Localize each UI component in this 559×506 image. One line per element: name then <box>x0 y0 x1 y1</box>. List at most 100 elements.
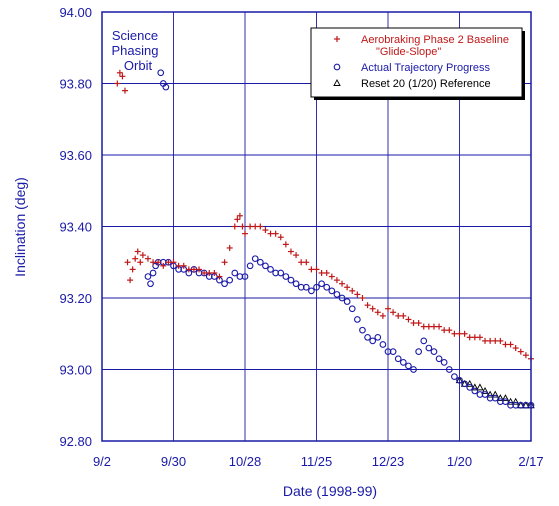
data-point-plus <box>231 223 238 230</box>
data-point-plus <box>175 262 182 269</box>
legend-marker-plus <box>334 36 340 42</box>
data-point-plus <box>441 327 448 334</box>
data-point-triangle <box>506 397 515 405</box>
legend-entry-baseline-sub: "Glide-Slope" <box>376 46 441 58</box>
data-point-circle <box>430 348 438 355</box>
data-point-plus <box>482 337 489 344</box>
data-point-plus <box>257 223 264 230</box>
data-point-circle <box>369 337 377 345</box>
data-point-plus <box>420 323 427 330</box>
data-point-plus <box>517 348 524 355</box>
data-point-plus <box>349 287 356 294</box>
data-point-triangle <box>476 383 484 391</box>
data-point-plus <box>313 266 320 273</box>
data-point-circle <box>162 83 170 91</box>
data-point-circle <box>231 269 239 277</box>
data-point-plus <box>282 241 289 248</box>
data-point-circle <box>359 326 366 334</box>
x-tick-label: 9/2 <box>93 454 111 469</box>
data-point-plus <box>512 345 519 352</box>
data-point-plus <box>287 248 294 255</box>
data-point-triangle <box>486 390 494 398</box>
series-triangle <box>455 376 535 409</box>
data-point-circle <box>149 269 157 277</box>
data-point-plus <box>456 330 463 337</box>
x-tick-label: 2/17 <box>518 454 543 469</box>
data-point-plus <box>226 244 233 251</box>
data-point-plus <box>234 216 241 223</box>
data-point-circle <box>435 355 443 363</box>
data-point-circle <box>323 283 331 291</box>
data-point-circle <box>491 394 499 402</box>
data-point-circle <box>445 366 453 373</box>
data-point-plus <box>303 259 310 266</box>
data-point-circle <box>292 280 300 288</box>
data-point-plus <box>451 330 458 337</box>
data-point-plus <box>333 277 340 284</box>
data-point-plus <box>390 309 397 316</box>
data-point-circle <box>256 258 264 266</box>
data-point-plus <box>339 280 346 287</box>
data-point-circle <box>282 273 290 280</box>
y-tick-label: 92.80 <box>59 434 92 449</box>
data-point-plus <box>446 327 453 334</box>
data-point-plus <box>114 80 121 87</box>
data-point-circle <box>425 344 433 352</box>
data-point-plus <box>522 352 529 359</box>
data-point-circle <box>343 298 351 305</box>
legend-entry-actual: Actual Trajectory Progress <box>361 62 490 74</box>
legend: Aerobraking Phase 2 Baseline "Glide-Slop… <box>310 27 525 100</box>
series-plus <box>114 69 534 362</box>
data-point-circle <box>440 359 448 366</box>
data-point-circle <box>262 262 269 270</box>
data-point-circle <box>157 69 165 77</box>
y-tick-label: 93.20 <box>59 291 92 306</box>
data-layer <box>114 69 535 409</box>
data-point-plus <box>359 295 366 301</box>
legend-marker-circle <box>333 63 341 71</box>
data-point-plus <box>242 230 248 237</box>
data-point-plus <box>239 223 246 230</box>
data-point-plus <box>180 262 187 269</box>
data-point-plus <box>150 259 157 266</box>
data-point-plus <box>206 269 213 276</box>
data-point-plus <box>354 291 361 298</box>
data-point-triangle <box>465 379 474 387</box>
data-point-circle <box>318 280 325 288</box>
legend-shadow-right <box>522 31 525 100</box>
data-point-circle <box>415 348 422 355</box>
data-point-plus <box>328 273 335 280</box>
data-point-plus <box>425 323 432 330</box>
data-point-circle <box>364 333 371 341</box>
data-point-triangle <box>471 383 479 391</box>
data-point-plus <box>487 337 494 344</box>
legend-triangle-mark <box>333 79 341 86</box>
data-point-plus <box>190 266 197 273</box>
x-tick-label: 10/28 <box>229 454 262 469</box>
data-point-plus <box>129 266 136 273</box>
data-point-plus <box>502 341 509 348</box>
data-point-plus <box>466 334 473 341</box>
data-point-plus <box>415 320 422 327</box>
legend-shadow-bottom <box>314 97 525 100</box>
y-axis-title: Inclination (deg) <box>12 177 28 277</box>
y-tick-label: 93.00 <box>59 363 92 378</box>
data-point-circle <box>389 348 397 355</box>
data-point-plus <box>267 230 274 237</box>
data-point-triangle <box>481 387 489 394</box>
series-circle <box>144 69 535 409</box>
y-tick-label: 93.40 <box>59 220 92 235</box>
data-point-plus <box>374 309 381 316</box>
data-point-plus <box>507 341 514 348</box>
x-axis-title: Date (1998-99) <box>283 483 377 499</box>
data-point-circle <box>394 355 402 363</box>
data-point-plus <box>385 305 391 312</box>
data-point-plus <box>247 223 254 230</box>
data-point-plus <box>119 73 126 80</box>
data-point-plus <box>323 269 330 276</box>
data-point-circle <box>246 262 254 270</box>
y-axis-ticks: 92.80 93.00 93.20 93.40 93.60 93.80 94.00 <box>59 5 92 449</box>
data-point-circle <box>410 366 417 373</box>
legend-entry-reset: Reset 20 (1/20) Reference <box>361 78 491 90</box>
